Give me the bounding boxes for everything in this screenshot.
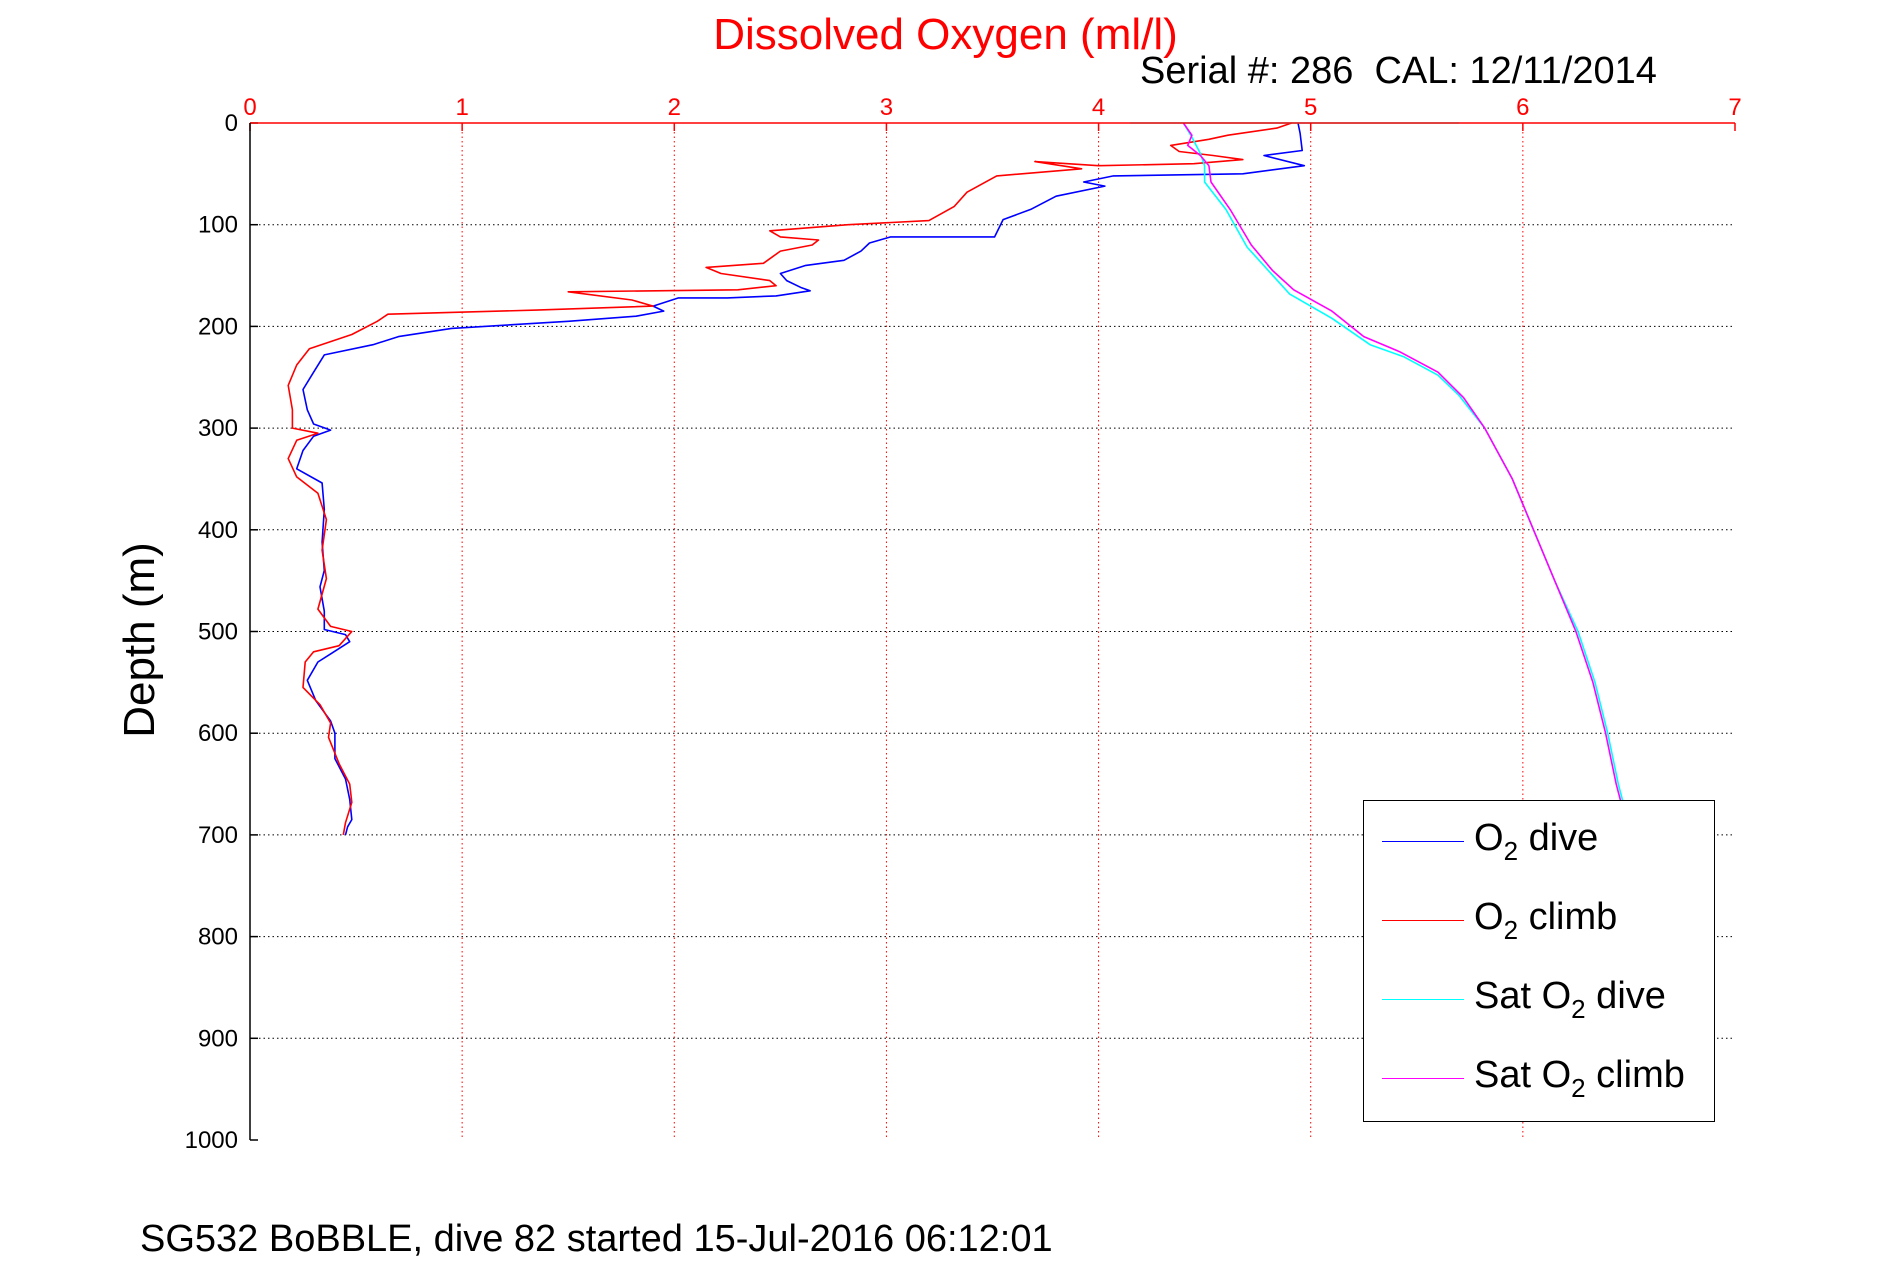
- x-tick-label: 0: [243, 94, 256, 121]
- series-line-sat-o2-climb: [1182, 122, 1624, 809]
- tick-labels: 0 1 2 3 4 5 6 7 0 100 200 300 400 500 600 700 800 900 1000: [185, 94, 1742, 1154]
- y-tick-label: 200: [198, 313, 238, 340]
- y-tick-label: 400: [198, 517, 238, 544]
- y-tick-label: 500: [198, 619, 238, 646]
- x-tick-label: 7: [1728, 94, 1741, 121]
- legend-swatch: [1382, 1078, 1464, 1079]
- legend-swatch: [1382, 841, 1464, 842]
- x-tick-label: 2: [668, 94, 681, 121]
- axes: [249, 122, 1736, 1141]
- legend-label: Sat O2 dive: [1474, 975, 1666, 1024]
- x-tick-label: 4: [1092, 94, 1105, 121]
- legend-item: O2 dive: [1364, 811, 1714, 871]
- legend-label: Sat O2 climb: [1474, 1054, 1685, 1103]
- x-tick-label: 6: [1516, 94, 1529, 121]
- series-line-sat-o2-dive: [1129, 122, 1626, 809]
- y-tick-label: 800: [198, 924, 238, 951]
- legend-swatch: [1382, 999, 1464, 1000]
- serial-cal-text: Serial #: 286 CAL: 12/11/2014: [1140, 50, 1657, 92]
- x-tick-label: 1: [455, 94, 468, 121]
- series-line-o2-dive: [295, 122, 1306, 836]
- y-tick-label: 1000: [185, 1127, 238, 1154]
- y-tick-label: 600: [198, 720, 238, 747]
- x-tick-label: 3: [880, 94, 893, 121]
- legend-item: Sat O2 climb: [1364, 1048, 1714, 1108]
- y-tick-label: 900: [198, 1025, 238, 1052]
- legend-item: O2 climb: [1364, 890, 1714, 950]
- y-tick-label: 300: [198, 415, 238, 442]
- series-line-o2-climb: [287, 122, 1292, 836]
- chart-title: Dissolved Oxygen (ml/l): [713, 10, 1178, 59]
- dive-info-footer: SG532 BoBBLE, dive 82 started 15-Jul-201…: [140, 1218, 1053, 1260]
- legend-label: O2 dive: [1474, 817, 1599, 866]
- y-tick-label: 700: [198, 822, 238, 849]
- y-tick-label: 0: [225, 110, 238, 137]
- legend-swatch: [1382, 920, 1464, 921]
- legend-label: O2 climb: [1474, 896, 1618, 945]
- y-tick-label: 100: [198, 212, 238, 239]
- legend-item: Sat O2 dive: [1364, 969, 1714, 1029]
- x-tick-label: 5: [1304, 94, 1317, 121]
- legend: O2 dive O2 climb Sat O2 dive Sat O2 climb: [1363, 800, 1715, 1122]
- series-lines: [287, 122, 1626, 836]
